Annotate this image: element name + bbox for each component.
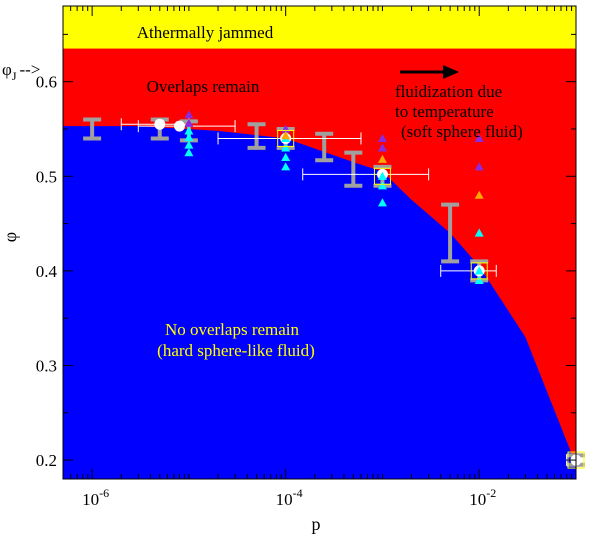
x-tick-label-base: 10 (469, 490, 486, 509)
cyan-triangle-mark (184, 140, 194, 149)
phi-j-marker: φJ --> (2, 60, 40, 83)
region-label-jammed: Athermally jammed (137, 23, 274, 42)
phi-j-symbol: φ (2, 60, 12, 79)
annotation-line1: fluidization due (395, 82, 502, 101)
x-tick-label: 10-2 (469, 486, 496, 509)
jammed-region (63, 6, 576, 49)
annotation-line2: to temperature (395, 102, 494, 121)
phi-j-arrow: --> (19, 60, 40, 79)
purple-triangle-mark (474, 133, 484, 143)
yellow-square-mark (470, 262, 488, 280)
cyan-triangle-mark (474, 228, 484, 237)
x-tick-label: 10-6 (82, 486, 109, 509)
gray-errorbar-mark (83, 117, 102, 141)
annotation-line3: (soft sphere fluid) (401, 122, 523, 141)
orange-triangle-mark (377, 154, 387, 163)
purple-triangle-mark (377, 143, 387, 152)
cyan-triangle-mark (377, 171, 387, 180)
purple-triangle-mark (184, 118, 194, 127)
gray-errorbar-mark (344, 150, 363, 188)
y-tick-label: 0.2 (36, 451, 57, 470)
x-tick-label-base: 10 (82, 490, 99, 509)
cyan-triangle-mark (377, 181, 387, 190)
x-axis-label: p (312, 514, 321, 534)
cyan-triangle-mark (281, 152, 291, 161)
axes: 10-6 10-4 10-20.20.30.40.50.6 (36, 5, 577, 509)
y-tick-label: 0.3 (36, 356, 57, 375)
fluidization-arrow (400, 65, 459, 79)
orange-triangle-mark (281, 131, 291, 140)
purple-triangle-mark (474, 162, 484, 171)
x-tick-label-exponent: -2 (486, 486, 496, 500)
svg-text:φJ-->: φJ --> (2, 60, 40, 83)
region-label-overlaps: Overlaps remain (147, 77, 260, 96)
x-tick-label-exponent: -4 (293, 486, 303, 500)
orange-triangle-mark (474, 190, 484, 199)
gray-errorbar-mark (247, 122, 266, 150)
plot-regions (63, 6, 576, 479)
cyan-triangle-mark (377, 198, 387, 207)
region-label-no-overlaps-line2: (hard sphere-like fluid) (157, 341, 315, 360)
cyan-triangle-mark (474, 266, 484, 275)
plot-frame (62, 5, 577, 480)
x-tick-label-exponent: -6 (99, 486, 109, 500)
x-tick-label: 10-4 (276, 486, 303, 509)
yellow-square-mark (373, 167, 391, 185)
cyan-triangle-mark (281, 162, 291, 171)
y-tick-label: 0.4 (36, 262, 58, 281)
y-axis-label: φ (0, 232, 20, 242)
cyan-triangle-mark (184, 148, 194, 157)
cyan-triangle-mark (474, 275, 484, 284)
y-tick-label: 0.5 (36, 167, 57, 186)
purple-triangle-mark (377, 133, 387, 143)
yellow-square-mark (277, 129, 295, 147)
gray-errorbar-mark (441, 202, 460, 264)
purple-triangle-mark (184, 110, 194, 119)
cyan-triangle-mark (184, 132, 194, 142)
y-tick-label: 0.6 (36, 73, 57, 92)
phi-j-subscript: J (12, 69, 17, 83)
x-tick-label-base: 10 (276, 490, 293, 509)
cyan-triangle-mark (184, 126, 194, 135)
no-overlaps-region (63, 126, 576, 479)
region-label-no-overlaps-line1: No overlaps remain (165, 320, 300, 339)
cyan-triangle-mark (281, 143, 291, 152)
